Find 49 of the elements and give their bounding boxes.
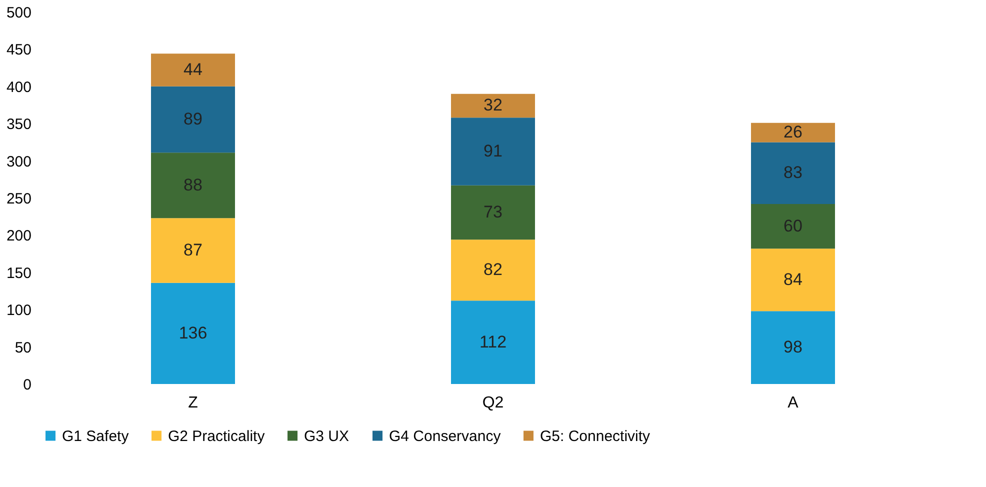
legend-label: G4 Conservancy: [389, 428, 502, 445]
data-label: 136: [178, 323, 208, 342]
y-tick-label: 350: [6, 116, 32, 134]
y-tick-label: 400: [6, 78, 32, 96]
legend-label: G2 Practicality: [168, 428, 266, 445]
data-label: 89: [184, 110, 202, 129]
x-tick-label: A: [788, 394, 799, 412]
y-tick-label: 100: [6, 302, 32, 320]
y-tick-label: 500: [6, 4, 32, 22]
legend-label: G1 Safety: [62, 428, 130, 445]
data-label: 32: [484, 96, 502, 115]
bar: [451, 240, 535, 301]
data-label: 44: [184, 60, 202, 80]
bar: [751, 204, 835, 249]
bar: [151, 152, 235, 218]
data-label: 87: [184, 240, 202, 260]
y-tick-label: 300: [6, 153, 32, 170]
y-tick-label: 450: [6, 42, 32, 59]
data-label: 83: [784, 163, 802, 182]
data-label: 88: [184, 175, 202, 194]
data-label: 26: [784, 122, 802, 142]
y-tick-label: 200: [6, 228, 32, 245]
bar: [151, 218, 235, 283]
data-label: 73: [484, 202, 502, 222]
data-label: 82: [484, 260, 502, 280]
bar: [151, 282, 235, 384]
bar: [451, 185, 535, 240]
bar: [451, 118, 535, 186]
legend-label: G3 UX: [304, 428, 350, 445]
bar: [451, 94, 535, 118]
bar: [751, 248, 835, 312]
y-tick-label: 0: [23, 376, 32, 394]
data-label: 112: [479, 332, 507, 352]
bar: [751, 122, 835, 142]
data-label: 91: [484, 142, 502, 160]
bar: [451, 300, 535, 384]
legend-label: G5: Connectivity: [540, 428, 651, 445]
data-label: 60: [784, 216, 802, 236]
bar: [151, 86, 235, 153]
y-tick-label: 250: [6, 190, 32, 208]
bar: [151, 54, 235, 86]
data-label: 98: [784, 338, 802, 357]
y-tick-label: 150: [6, 264, 32, 282]
bar: [751, 311, 835, 384]
x-tick-label: Z: [188, 394, 198, 412]
data-label: 84: [784, 270, 802, 289]
x-tick-label: Q2: [482, 394, 504, 412]
y-tick-label: 50: [14, 339, 32, 356]
bar: [751, 142, 835, 204]
